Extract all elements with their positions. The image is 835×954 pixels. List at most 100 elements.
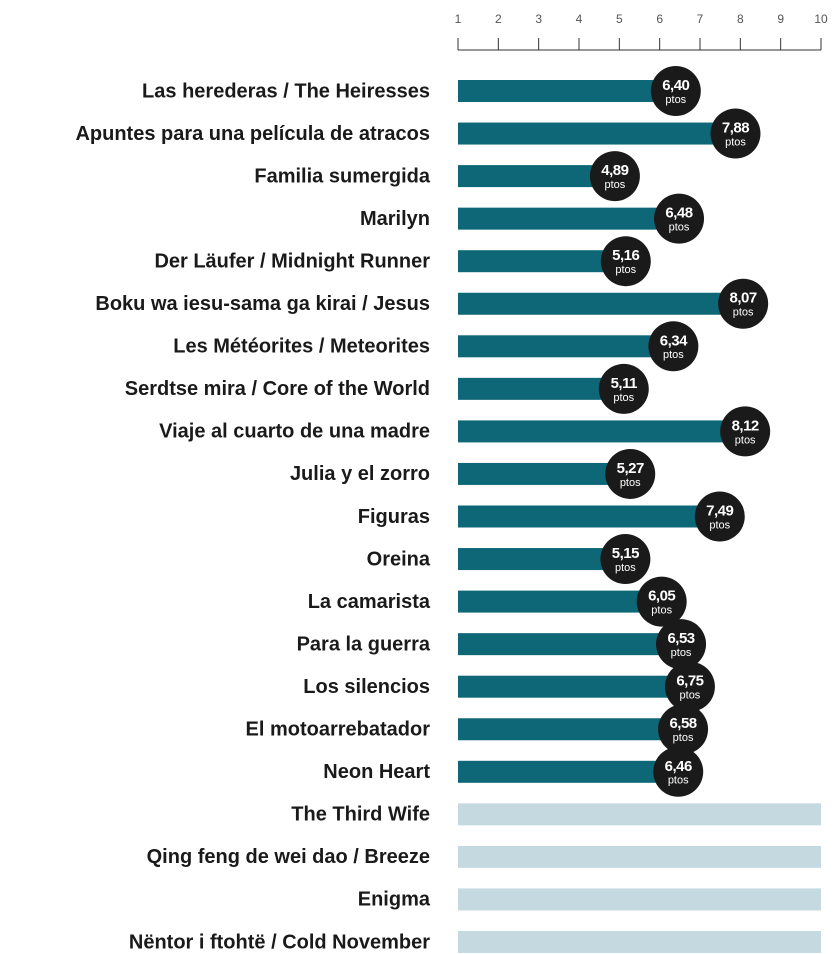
value-label: 6,05 (648, 588, 675, 605)
value-unit: ptos (735, 434, 756, 446)
bar (458, 548, 626, 571)
value-badge (589, 151, 640, 202)
category-label: El motoarrebatador (246, 719, 431, 741)
value-label: 7,49 (706, 502, 733, 519)
bar (458, 675, 690, 698)
value-badge (664, 661, 715, 712)
value-badge (598, 363, 649, 414)
pending-bar (458, 845, 821, 868)
value-badge (718, 278, 769, 329)
value-badge (654, 193, 705, 244)
bar (458, 718, 684, 741)
category-label: Para la guerra (297, 633, 431, 655)
pending-bar (458, 803, 821, 826)
category-label: Apuntes para una película de atracos (75, 123, 430, 145)
value-label: 6,34 (660, 332, 688, 349)
bar (458, 207, 680, 230)
x-tick-label: 2 (495, 12, 502, 26)
value-badge (648, 321, 699, 372)
bar (458, 165, 615, 188)
value-label: 4,89 (601, 162, 628, 179)
category-label: Boku wa iesu-sama ga kirai / Jesus (95, 293, 430, 315)
category-label: Serdtse mira / Core of the World (125, 378, 430, 400)
category-label: Marilyn (360, 208, 430, 230)
category-label: Oreina (367, 548, 431, 570)
value-unit: ptos (668, 775, 689, 787)
bar (458, 122, 736, 145)
value-unit: ptos (709, 519, 730, 531)
value-badge (650, 66, 701, 116)
value-badge (605, 448, 656, 499)
value-label: 8,07 (730, 290, 757, 307)
value-unit: ptos (604, 179, 625, 191)
value-label: 5,15 (612, 545, 639, 562)
category-label: Las herederas / The Heiresses (142, 80, 430, 102)
value-unit: ptos (665, 94, 686, 106)
pending-bar (458, 931, 821, 953)
value-unit: ptos (680, 690, 701, 702)
value-label: 6,40 (662, 77, 689, 94)
value-badge (710, 108, 761, 159)
category-label: The Third Wife (291, 804, 430, 826)
value-label: 6,58 (669, 715, 696, 732)
bar (458, 590, 662, 613)
value-badge (694, 491, 745, 542)
x-tick-label: 7 (697, 12, 704, 26)
category-label: Familia sumergida (254, 165, 430, 187)
category-label: La camarista (308, 591, 431, 613)
value-unit: ptos (663, 349, 684, 361)
value-label: 5,27 (617, 460, 644, 477)
value-unit: ptos (671, 647, 692, 659)
x-tick-label: 4 (576, 12, 583, 26)
value-unit: ptos (615, 562, 636, 574)
category-label: Julia y el zorro (290, 463, 430, 485)
category-label: Enigma (358, 889, 431, 911)
value-label: 6,53 (667, 630, 694, 647)
value-unit: ptos (615, 264, 636, 276)
bar (458, 420, 746, 443)
value-unit: ptos (725, 136, 746, 148)
value-label: 6,75 (676, 673, 703, 690)
bar (458, 80, 676, 102)
value-unit: ptos (733, 307, 754, 319)
bar (458, 462, 631, 485)
value-label: 5,16 (612, 247, 639, 264)
x-tick-label: 8 (737, 12, 744, 26)
value-badge (653, 746, 704, 797)
bar (458, 377, 624, 400)
value-badge (600, 534, 651, 585)
category-label: Los silencios (303, 676, 430, 698)
value-unit: ptos (673, 732, 694, 744)
x-tick-label: 5 (616, 12, 623, 26)
value-badge (600, 236, 651, 287)
value-unit: ptos (613, 392, 634, 404)
category-label: Les Météorites / Meteorites (173, 336, 430, 358)
x-tick-label: 10 (814, 12, 828, 26)
value-badge (636, 576, 687, 627)
x-tick-label: 6 (656, 12, 663, 26)
bar (458, 760, 679, 783)
x-tick-label: 9 (777, 12, 784, 26)
value-badge (656, 619, 707, 670)
bar (458, 335, 674, 358)
x-tick-label: 1 (455, 12, 462, 26)
pending-bar (458, 888, 821, 911)
value-unit: ptos (620, 477, 641, 489)
value-unit: ptos (669, 222, 690, 234)
bar (458, 292, 744, 315)
category-label: Viaje al cuarto de una madre (159, 421, 430, 443)
value-label: 8,12 (732, 417, 759, 434)
category-label: Neon Heart (323, 761, 430, 783)
value-unit: ptos (651, 605, 672, 617)
bar (458, 633, 682, 656)
bar (458, 250, 626, 273)
category-label: Nëntor i ftohtë / Cold November (129, 931, 430, 953)
category-label: Der Läufer / Midnight Runner (154, 250, 430, 272)
category-label: Figuras (358, 506, 430, 528)
value-badge (658, 704, 709, 755)
value-label: 6,48 (665, 205, 692, 222)
value-label: 5,11 (611, 375, 638, 392)
value-label: 7,88 (722, 120, 749, 137)
x-tick-label: 3 (535, 12, 542, 26)
